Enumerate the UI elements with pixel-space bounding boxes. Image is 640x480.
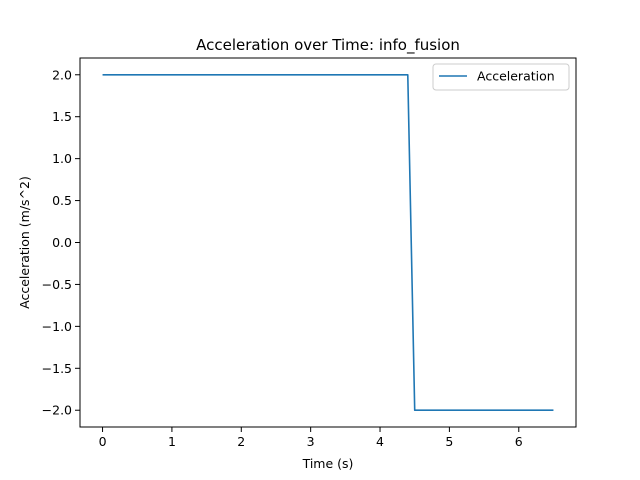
x-tick-label: 0 (99, 434, 107, 449)
y-tick-label: 1.5 (52, 109, 72, 124)
legend-box (432, 63, 570, 91)
y-tick-label: −2.0 (42, 403, 72, 418)
x-tick-label: 3 (307, 434, 315, 449)
y-tick-label: 0.0 (52, 235, 72, 250)
x-axis-ticks: 0 1 2 3 4 5 6 (99, 427, 523, 449)
y-tick-label: 2.0 (52, 67, 72, 82)
x-tick-label: 6 (515, 434, 523, 449)
y-tick-label: 1.0 (52, 151, 72, 166)
legend: Acceleration (432, 63, 570, 91)
x-axis-label: Time (s) (302, 456, 354, 471)
y-axis-ticks: 2.0 1.5 1.0 0.5 0.0 −0.5 −1.0 −1.5 −2.0 (42, 67, 80, 418)
x-tick-label: 2 (237, 434, 245, 449)
series-layer (102, 73, 554, 412)
plot-frame (79, 57, 577, 428)
chart-title: Acceleration over Time: info_fusion (196, 36, 460, 55)
x-tick-label: 5 (445, 434, 453, 449)
y-tick-label: −0.5 (42, 277, 72, 292)
series-line-acceleration (102, 73, 554, 412)
legend-label: Acceleration (477, 69, 555, 84)
y-tick-label: −1.0 (42, 319, 72, 334)
y-axis-label: Acceleration (m/s^2) (17, 176, 32, 309)
x-tick-label: 1 (168, 434, 176, 449)
x-tick-label: 4 (376, 434, 384, 449)
y-tick-label: 0.5 (52, 193, 72, 208)
y-tick-label: −1.5 (42, 361, 72, 376)
